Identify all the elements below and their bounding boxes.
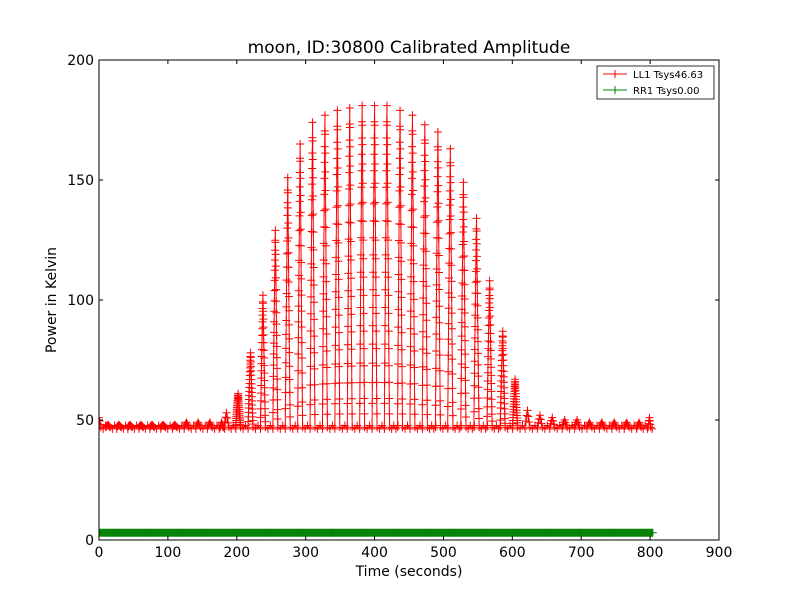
legend-box (596, 65, 715, 100)
x-tick-label: 200 (223, 545, 250, 561)
legend-label-rr1: RR1 Tsys0.00 (633, 86, 700, 97)
y-axis-title: Power in Kelvin (44, 247, 60, 353)
series-marker-path-ll1 (99, 101, 657, 433)
y-tick-label: 100 (67, 293, 94, 309)
x-tick-label: 700 (568, 545, 595, 561)
chart-title: moon, ID:30800 Calibrated Amplitude (248, 38, 571, 58)
legend: LL1 Tsys46.63 RR1 Tsys0.00 (596, 65, 715, 100)
x-tick-label: 900 (706, 545, 733, 561)
plot-frame (98, 59, 720, 541)
series-markers-rr1 (99, 528, 657, 537)
legend-label-ll1: LL1 Tsys46.63 (633, 70, 703, 81)
x-tick-label: 0 (95, 545, 104, 561)
series-layer (99, 101, 657, 537)
legend-marker-ll1 (611, 70, 619, 78)
y-tick-label: 200 (67, 53, 94, 69)
x-tick-label: 600 (499, 545, 526, 561)
y-tick-label: 50 (76, 413, 94, 429)
x-axis-title: Time (seconds) (355, 564, 463, 580)
x-tick-label: 500 (430, 545, 457, 561)
legend-marker-rr1 (611, 86, 619, 94)
series-markers-ll1 (99, 101, 657, 433)
y-tick-label: 150 (67, 173, 94, 189)
x-tick-label: 100 (155, 545, 182, 561)
x-tick-label: 300 (292, 545, 319, 561)
x-tick-label: 400 (361, 545, 388, 561)
y-tick-label: 0 (85, 533, 94, 549)
x-tick-label: 800 (637, 545, 664, 561)
ticks-layer: 0 100 200 300 400 500 600 700 800 900 0 50 100 150 200 (67, 53, 732, 561)
